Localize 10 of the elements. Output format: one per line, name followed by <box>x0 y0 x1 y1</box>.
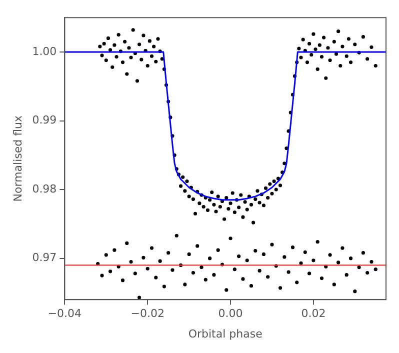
x-axis-title: Orbital phase <box>188 327 263 340</box>
y-axis-title: Normalised flux <box>11 114 24 202</box>
x-tick-label: −0.02 <box>130 307 164 320</box>
y-tick-label: 0.97 <box>32 251 57 264</box>
x-tick-label: −0.04 <box>48 307 82 320</box>
y-tick-label: 1.00 <box>32 44 57 58</box>
y-tick-label: 0.98 <box>32 182 57 196</box>
y-tick-label: 0.99 <box>32 114 57 127</box>
x-tick-label: 0.02 <box>301 307 326 320</box>
x-tick-label: 0.00 <box>218 307 243 320</box>
